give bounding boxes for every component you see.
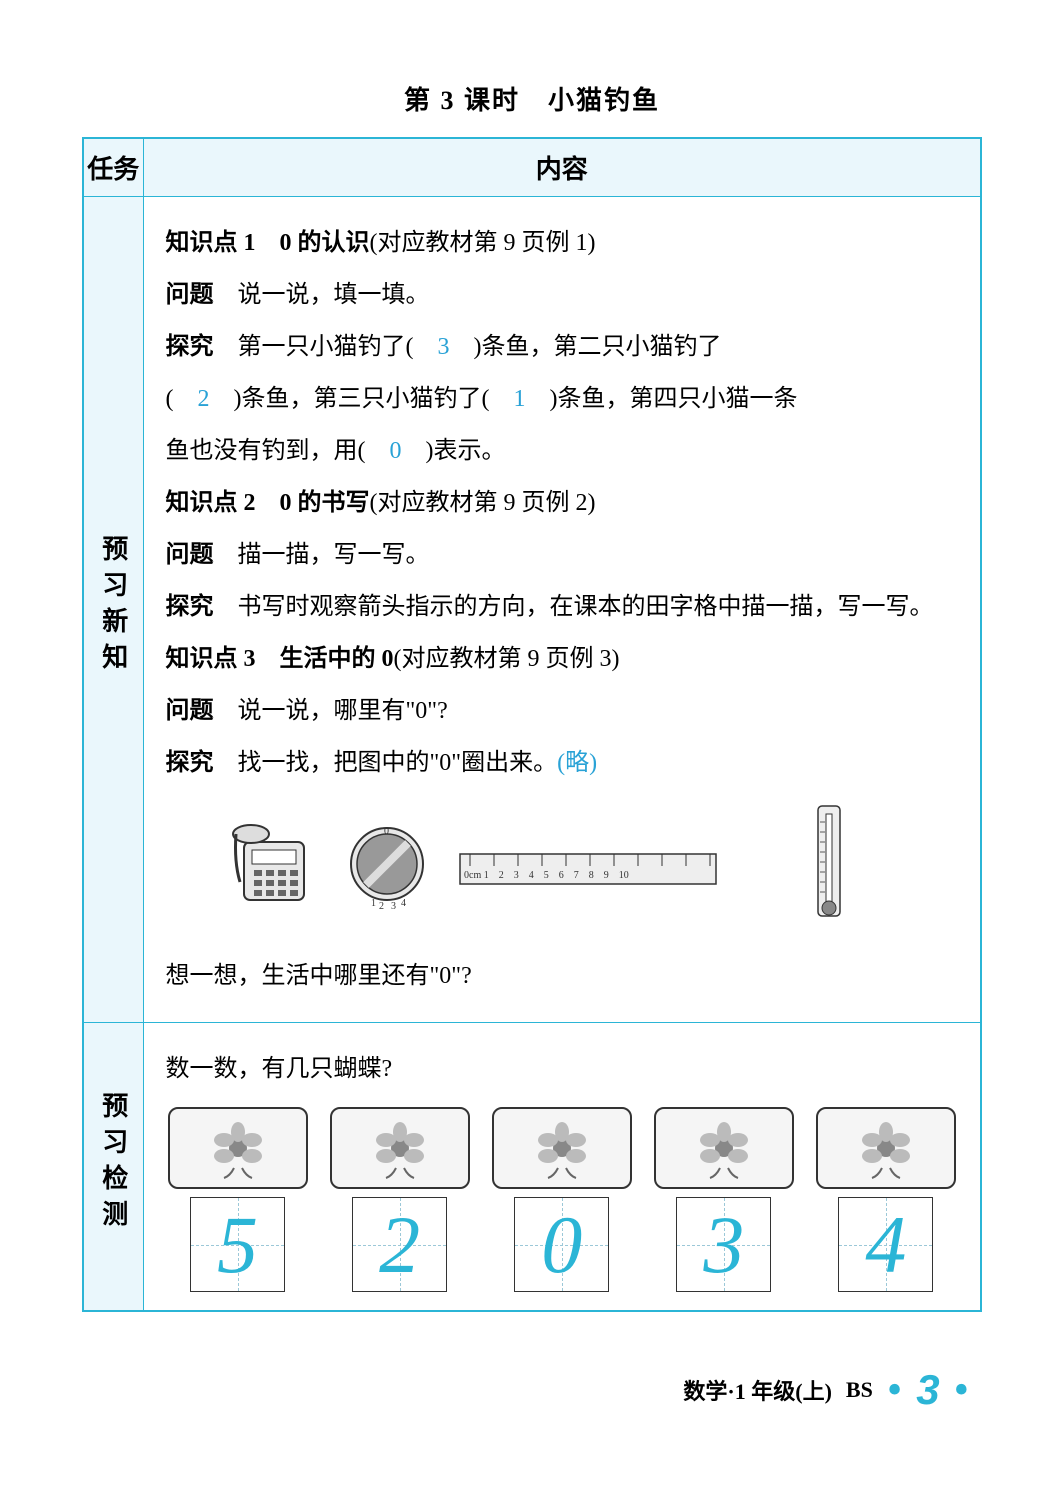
footer-subject: 数学·1 年级(上)	[683, 1374, 832, 1406]
flower-icon-4	[816, 1107, 956, 1189]
k1-e-p2a: (	[166, 386, 198, 412]
bfly-item-0: 5	[166, 1107, 310, 1292]
header-row: 任务 内容	[83, 138, 981, 197]
k3-e-text: 找一找，把图中的"0"圈出来。	[238, 750, 558, 776]
answer-num-1: 2	[379, 1204, 420, 1286]
row1-label-cell: 预习新知	[83, 197, 143, 1023]
row2-content: 数一数，有几只蝴蝶? 5 2	[143, 1023, 981, 1312]
thermometer-icon	[808, 802, 850, 932]
k1-ans4: 0	[390, 438, 402, 464]
page-number: 3	[916, 1366, 939, 1414]
svg-text:1: 1	[371, 898, 376, 909]
svg-text:0cm 1 2 3 4 5 6 7 8 9 10: 0cm 1 2 3 4 5 6 7 8 9 10	[464, 870, 629, 881]
header-task: 任务	[83, 138, 143, 197]
k3-q-label: 问题	[166, 698, 214, 724]
illustrations: 1 2 3 4 0 0cm 1 2 3 4 5 6 7 8 9 10	[226, 802, 959, 932]
answer-box-4: 4	[838, 1197, 933, 1292]
k2-heading-a: 知识点 2 0 的书写	[166, 490, 370, 516]
bfly-item-2: 0	[490, 1107, 634, 1292]
answer-box-1: 2	[352, 1197, 447, 1292]
footer-edition: BS	[846, 1377, 873, 1403]
k2-q-text: 描一描，写一写。	[238, 542, 430, 568]
answer-box-2: 0	[514, 1197, 609, 1292]
bfly-item-4: 4	[814, 1107, 958, 1292]
answer-num-0: 5	[217, 1204, 258, 1286]
svg-text:3: 3	[391, 901, 396, 912]
footer: 数学·1 年级(上) BS • 3 •	[683, 1366, 969, 1414]
k1-heading-a: 知识点 1 0 的认识	[166, 230, 370, 256]
answer-box-3: 3	[676, 1197, 771, 1292]
k1-e-p1a: 第一只小猫钓了(	[238, 334, 438, 360]
main-table: 任务 内容 预习新知 知识点 1 0 的认识(对应教材第 9 页例 1) 问题 …	[82, 137, 982, 1312]
flower-icon-0	[168, 1107, 308, 1189]
bfly-item-3: 3	[652, 1107, 796, 1292]
k1-q-text: 说一说，填一填。	[238, 282, 430, 308]
telephone-icon	[226, 822, 316, 912]
ruler-icon: 0cm 1 2 3 4 5 6 7 8 9 10	[458, 844, 718, 890]
k3-answer-note: (略)	[557, 750, 597, 776]
k3-q-text: 说一说，哪里有"0"?	[238, 698, 448, 724]
flower-icon-2	[492, 1107, 632, 1189]
k1-ans2: 2	[198, 386, 210, 412]
k2-q-label: 问题	[166, 542, 214, 568]
answer-num-4: 4	[865, 1204, 906, 1286]
k1-heading-b: (对应教材第 9 页例 1)	[370, 230, 596, 256]
row1-content: 知识点 1 0 的认识(对应教材第 9 页例 1) 问题 说一说，填一填。 探究…	[143, 197, 981, 1023]
test-prompt: 数一数，有几只蝴蝶?	[166, 1045, 959, 1093]
answer-num-3: 3	[703, 1204, 744, 1286]
k3-followup: 想一想，生活中哪里还有"0"?	[166, 952, 959, 1000]
header-content: 内容	[143, 138, 981, 197]
k1-e-p2b: )条鱼，第三只小猫钓了(	[210, 386, 514, 412]
k2-e-text: 书写时观察箭头指示的方向，在课本的田字格中描一描，写一写。	[238, 594, 934, 620]
k1-ans3: 1	[513, 386, 525, 412]
k1-e-p3b: )表示。	[402, 438, 506, 464]
dial-icon: 1 2 3 4 0	[346, 822, 428, 912]
row2-label-cell: 预习检测	[83, 1023, 143, 1312]
svg-text:4: 4	[401, 898, 406, 909]
k3-heading-b: (对应教材第 9 页例 3)	[394, 646, 620, 672]
k1-e-label: 探究	[166, 334, 214, 360]
row2-label: 预习检测	[95, 1092, 132, 1236]
answer-num-2: 0	[541, 1204, 582, 1286]
k1-e-p3a: 鱼也没有钓到，用(	[166, 438, 390, 464]
k1-ans1: 3	[438, 334, 450, 360]
svg-text:2: 2	[379, 901, 384, 912]
k2-e-label: 探究	[166, 594, 214, 620]
k2-heading-b: (对应教材第 9 页例 2)	[370, 490, 596, 516]
page-title: 第 3 课时 小猫钓鱼	[0, 0, 1064, 137]
answer-box-0: 5	[190, 1197, 285, 1292]
butterfly-row: 5 2 0 3	[166, 1107, 959, 1292]
k3-heading-a: 知识点 3 生活中的 0	[166, 646, 394, 672]
flower-icon-1	[330, 1107, 470, 1189]
k1-e-p2c: )条鱼，第四只小猫一条	[525, 386, 797, 412]
svg-text:0: 0	[384, 826, 389, 837]
flower-icon-3	[654, 1107, 794, 1189]
row1-label: 预习新知	[95, 535, 132, 679]
k1-q-label: 问题	[166, 282, 214, 308]
k3-e-label: 探究	[166, 750, 214, 776]
k1-e-p1b: )条鱼，第二只小猫钓了	[450, 334, 722, 360]
bfly-item-1: 2	[328, 1107, 472, 1292]
